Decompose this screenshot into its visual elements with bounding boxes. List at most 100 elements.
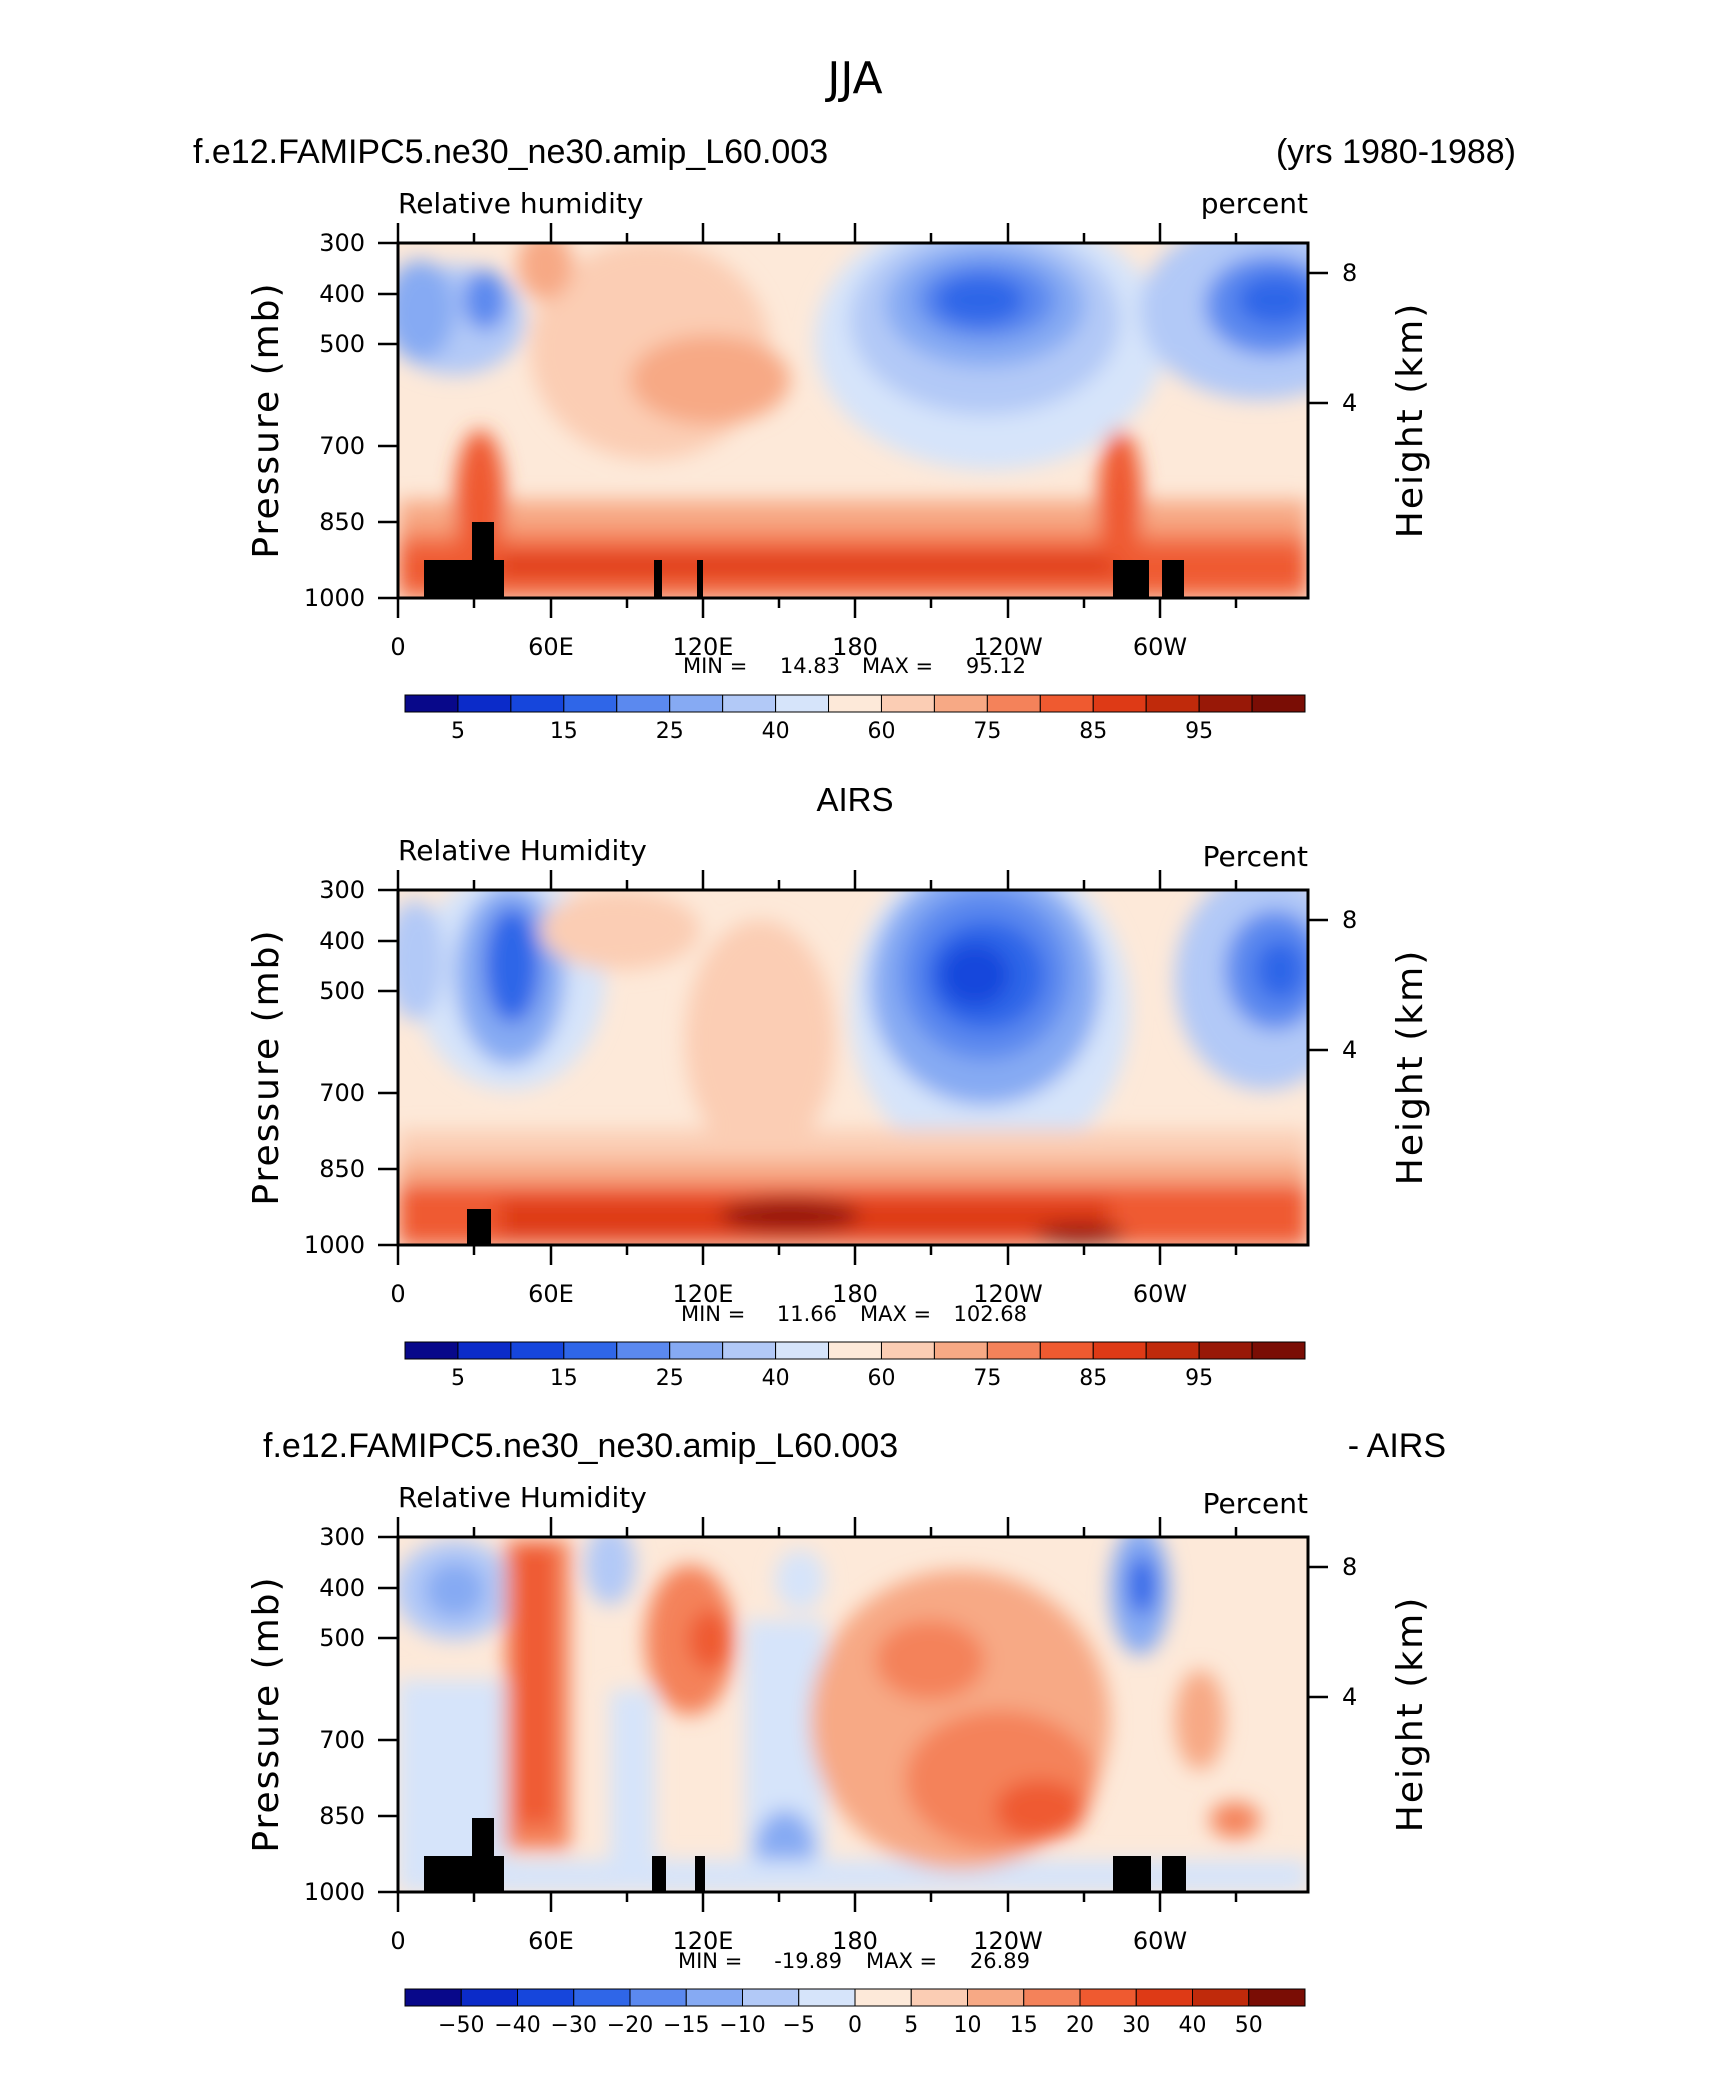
panel1-terrain-2 <box>472 522 494 598</box>
panel1-terrain-3 <box>492 560 504 598</box>
panel1-x-tick-60W: 60W <box>1133 633 1187 661</box>
colorbar-swatch <box>517 1988 575 2007</box>
panel1-y-right-tick-4: 4 <box>1342 389 1357 417</box>
panel1-x-tick-0: 0 <box>390 633 405 661</box>
panel2-y-right-tick-8: 8 <box>1342 906 1357 934</box>
panel1-dry-region-1b <box>398 260 455 360</box>
panel3-terrain-5 <box>695 1856 705 1892</box>
colorbar-label: 5 <box>451 719 465 744</box>
panel2-moist-region-2 <box>540 890 700 970</box>
colorbar-label: −50 <box>438 2013 484 2038</box>
panel1-min-value: 14.83 <box>780 654 840 678</box>
colorbar-swatch <box>616 694 671 713</box>
panel1-moist-core-2 <box>517 243 573 300</box>
colorbar-swatch <box>742 1988 800 2007</box>
colorbar-label: 50 <box>1235 2013 1263 2038</box>
panel3-moist-core-3 <box>995 1780 1085 1840</box>
panel1-field-name: Relative humidity <box>398 187 643 220</box>
panel1-terrain-mask <box>424 522 1184 598</box>
panel2-y-tick-700: 700 <box>319 1079 365 1107</box>
colorbar-label: −15 <box>663 2013 709 2038</box>
panel1-x-tick-60E: 60E <box>528 633 574 661</box>
panel1-y-tick-850: 850 <box>319 508 365 536</box>
colorbar-swatch <box>1092 694 1147 713</box>
colorbar-label: 60 <box>867 1366 895 1391</box>
panel3-moist-core-5 <box>1210 1802 1260 1838</box>
panel1-boundary-core <box>500 555 1120 575</box>
panel1-colorbar: 5 15 25 40 60 75 85 95 <box>404 694 1306 744</box>
panel3-x-tick-120W: 120W <box>973 1927 1043 1955</box>
panel3-min-value: -19.89 <box>774 1949 842 1973</box>
colorbar-label: 5 <box>904 2013 918 2038</box>
panel1-terrain-6 <box>1113 560 1149 598</box>
panel2-frame <box>396 888 1310 1247</box>
figure-title: JJA <box>824 53 882 104</box>
panel1-dry-core-1 <box>463 270 507 330</box>
panel2-dry-core-2 <box>940 943 1010 1007</box>
panel3-dry-core-5 <box>1128 1555 1156 1615</box>
colorbar-label: 20 <box>1066 2013 1094 2038</box>
colorbar-swatch <box>880 1341 935 1360</box>
colorbar-swatch <box>828 1341 882 1360</box>
colorbar-swatch <box>457 1341 512 1360</box>
panel3-title-right: - AIRS <box>1348 1427 1446 1465</box>
colorbar-swatch <box>1039 1341 1094 1360</box>
colorbar-label: −20 <box>607 2013 653 2038</box>
panel3-terrain-mask <box>424 1818 1186 1892</box>
panel2-moist-core-2 <box>1035 1223 1125 1245</box>
panel1-x-tick-120W: 120W <box>973 633 1043 661</box>
panel2-y-tick-marks <box>378 888 1328 1247</box>
colorbar-label: 75 <box>973 1366 1001 1391</box>
panel2-x-tick-60E: 60E <box>528 1280 574 1308</box>
colorbar-swatch <box>1079 1988 1137 2007</box>
panel1-terrain-5 <box>697 560 703 598</box>
panel3-y-tick-marks <box>378 1535 1328 1894</box>
panel1-contour-field <box>398 243 1308 598</box>
colorbar-swatch <box>1198 1341 1253 1360</box>
panel3-dry-core-3 <box>585 1537 635 1605</box>
panel2-x-tick-60W: 60W <box>1133 1280 1187 1308</box>
colorbar-swatch <box>1023 1988 1081 2007</box>
panel2-terrain-1 <box>467 1209 491 1245</box>
panel3-y-right-tick-4: 4 <box>1342 1683 1357 1711</box>
panel2-y-right-tick-4: 4 <box>1342 1036 1357 1064</box>
panel2-dry-edge-1 <box>398 900 445 1020</box>
panel2-dry-core-3 <box>1255 940 1305 1000</box>
panel3-min-label: MIN = <box>678 1949 742 1973</box>
panel1-ylabel-right: Height (km) <box>1390 302 1431 538</box>
panel2-units: Percent <box>1203 840 1308 873</box>
panel3-x-tick-120E: 120E <box>673 1927 734 1955</box>
colorbar-label: 40 <box>1179 2013 1207 2038</box>
panel1-terrain-7 <box>1162 560 1184 598</box>
panel3-frame <box>396 1535 1310 1894</box>
colorbar-swatch <box>1039 694 1094 713</box>
colorbar-label: 40 <box>762 719 790 744</box>
colorbar-swatch <box>510 694 565 713</box>
panel3-y-tick-1000: 1000 <box>304 1878 365 1906</box>
panel3-moist-core-1 <box>515 1545 555 1825</box>
panel3-terrain-1 <box>424 1856 474 1892</box>
panel3-terrain-2 <box>472 1818 494 1892</box>
colorbar-label: 5 <box>451 1366 465 1391</box>
panel3-max-value: 26.89 <box>970 1949 1030 1973</box>
colorbar-swatch <box>1198 694 1253 713</box>
panel3-dry-core-1 <box>425 1562 485 1618</box>
panel-1: Relative humidity percent <box>246 187 1431 744</box>
panel3-units: Percent <box>1203 1487 1308 1520</box>
panel2-y-tick-1000: 1000 <box>304 1231 365 1259</box>
colorbar-swatch <box>933 694 988 713</box>
panel3-y-tick-500: 500 <box>319 1624 365 1652</box>
colorbar-label: −40 <box>494 2013 540 2038</box>
panel3-y-tick-300: 300 <box>319 1523 365 1551</box>
panel2-min-value: 11.66 <box>777 1302 837 1326</box>
panel1-y-tick-400: 400 <box>319 280 365 308</box>
panel3-ylabel: Pressure (mb) <box>246 1575 287 1852</box>
panel2-max-value: 102.68 <box>954 1302 1027 1326</box>
colorbar-swatch <box>563 1341 618 1360</box>
panel3-max-label: MAX = <box>866 1949 937 1973</box>
panel3-terrain-7 <box>1162 1856 1186 1892</box>
panel1-moist-core-1 <box>630 335 790 425</box>
colorbar-swatch <box>1145 694 1200 713</box>
colorbar-label: 0 <box>848 2013 862 2038</box>
colorbar-swatch <box>669 694 724 713</box>
